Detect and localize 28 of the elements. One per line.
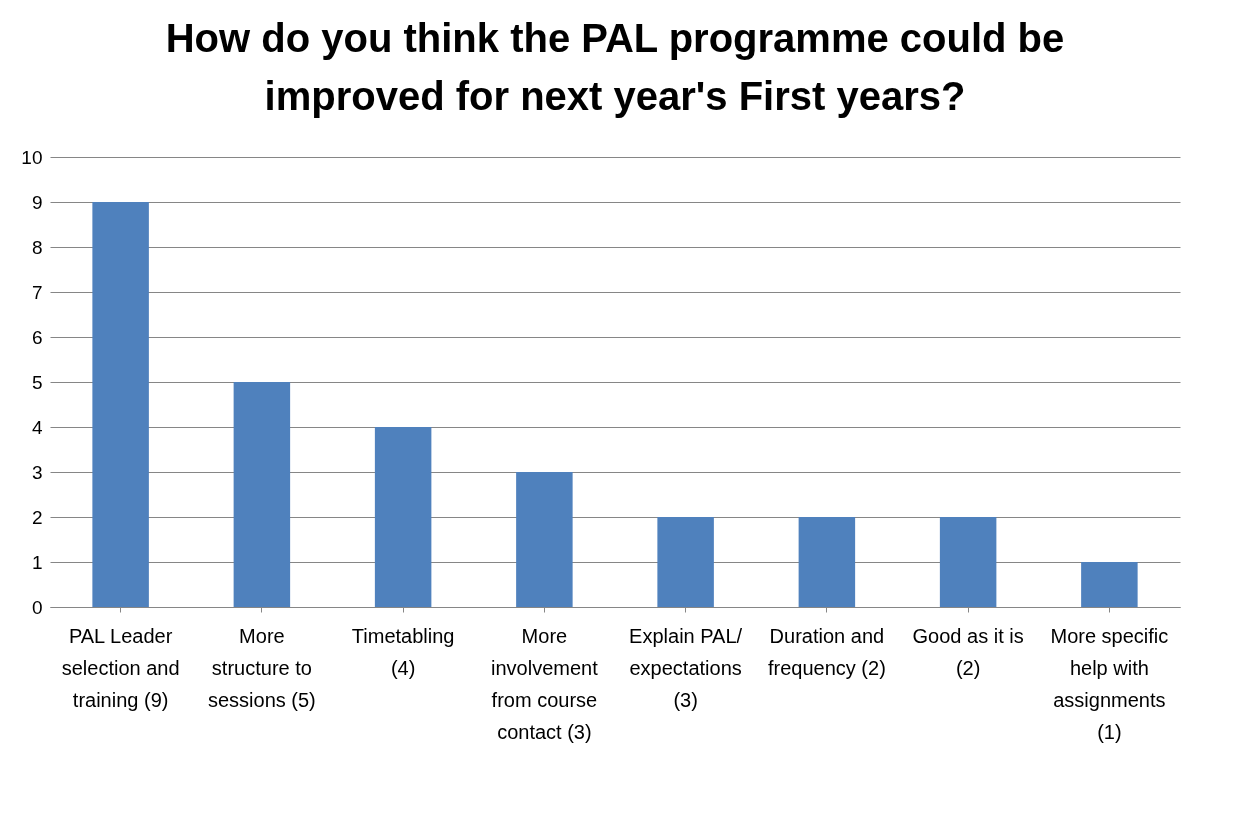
y-tick-label: 3 xyxy=(31,461,43,483)
x-tick-label: More specific help with assignments (1) xyxy=(1050,624,1169,743)
x-tick-label: Explain PAL/ expectations (3) xyxy=(629,624,743,711)
bar xyxy=(939,517,997,607)
y-tick-label: 7 xyxy=(31,281,43,303)
y-tick-label: 4 xyxy=(31,416,43,438)
x-tick-label: Timetabling (4) xyxy=(351,624,455,679)
bar xyxy=(1081,562,1138,607)
y-tick-label: 9 xyxy=(31,191,43,213)
x-tick-label: Good as it is (2) xyxy=(912,624,1024,679)
x-tick-label: Duration and frequency (2) xyxy=(767,624,886,679)
bar xyxy=(374,427,432,607)
y-tick-label: 5 xyxy=(31,371,43,393)
bar xyxy=(516,472,573,607)
y-tick-label: 1 xyxy=(31,551,43,573)
chart-title: How do you think the PAL programme could be improved for next year's First years? xyxy=(165,16,1065,118)
x-tick-label: More involvement from course contact (3) xyxy=(491,624,599,743)
y-tick-label: 10 xyxy=(21,146,43,168)
bar xyxy=(233,382,291,607)
x-tick-label: PAL Leader selection and training (9) xyxy=(61,624,180,711)
y-tick-label: 0 xyxy=(31,596,43,618)
bar xyxy=(657,517,714,607)
bar xyxy=(92,202,149,607)
y-tick-label: 6 xyxy=(31,326,43,348)
bar xyxy=(798,517,856,607)
y-tick-label: 8 xyxy=(31,236,43,258)
x-tick-label: More structure to sessions (5) xyxy=(207,624,316,711)
y-tick-label: 2 xyxy=(31,506,43,528)
